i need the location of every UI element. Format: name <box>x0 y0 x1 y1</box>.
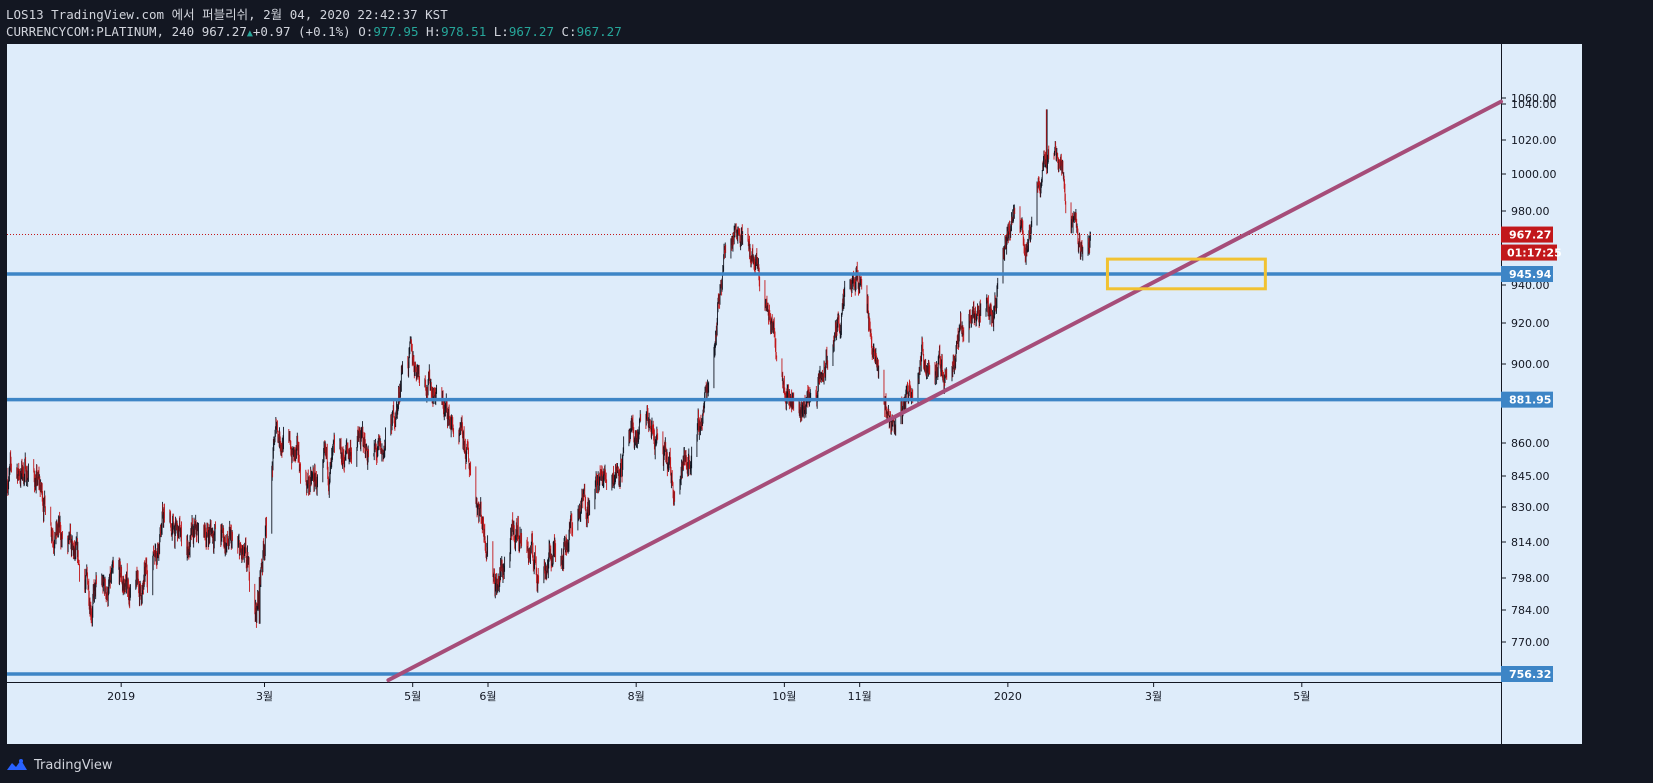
y-tick-label: 814.00 <box>1511 536 1550 549</box>
y-tick-label: 798.00 <box>1511 572 1550 585</box>
tradingview-logo-icon <box>7 759 27 770</box>
target-zone <box>1105 257 1267 291</box>
x-tick-label: 11월 <box>848 690 872 703</box>
y-tick-label: 860.00 <box>1511 437 1550 450</box>
footer: TradingView <box>6 755 113 775</box>
countdown-tag <box>1501 244 1557 261</box>
trendline <box>386 99 1503 683</box>
low-value: 967.27 <box>508 24 554 39</box>
candles <box>7 109 1091 628</box>
x-tick-label: 2019 <box>107 690 135 703</box>
y-tick-label: 1060.00 <box>1511 92 1557 105</box>
ohlc-line: CURRENCYCOM:PLATINUM, 240 967.27▲+0.97 (… <box>6 23 622 40</box>
symbol-label[interactable]: CURRENCYCOM:PLATINUM, 240 <box>6 24 195 39</box>
y-tick-label: 940.00 <box>1511 279 1550 292</box>
x-tick-label: 3월 <box>1145 690 1162 703</box>
y-tick-label: 770.00 <box>1511 636 1550 649</box>
y-tick-label: 845.00 <box>1511 470 1550 483</box>
close-value: 967.27 <box>576 24 622 39</box>
y-tick-label: 1000.00 <box>1511 168 1557 181</box>
open-value: 977.95 <box>373 24 419 39</box>
line-price-label: 945.94 <box>1509 268 1552 281</box>
x-tick-label: 2020 <box>994 690 1022 703</box>
line-price-label: 756.32 <box>1509 668 1551 681</box>
y-tick-label: 784.00 <box>1511 604 1550 617</box>
x-tick-label: 6월 <box>479 690 496 703</box>
y-tick-label: 900.00 <box>1511 358 1550 371</box>
x-tick-label: 5월 <box>404 690 421 703</box>
low-label: L: <box>493 24 509 39</box>
chart-header: LOS13 TradingView.com 에서 퍼블리쉬, 2월 04, 20… <box>6 6 622 40</box>
x-tick-label: 8월 <box>628 690 645 703</box>
y-tick-label: 1020.00 <box>1511 134 1557 147</box>
publish-info: LOS13 TradingView.com 에서 퍼블리쉬, 2월 04, 20… <box>6 7 448 22</box>
y-tick-label: 920.00 <box>1511 317 1550 330</box>
last-price-tag <box>1501 226 1553 243</box>
line-price-tag <box>1501 266 1553 283</box>
y-tick-label: 980.00 <box>1511 205 1550 218</box>
open-label: O: <box>358 24 374 39</box>
line-price-tag <box>1501 666 1553 682</box>
up-arrow-icon: ▲ <box>246 28 253 39</box>
x-tick-label: 3월 <box>256 690 273 703</box>
x-tick-label: 10월 <box>772 690 796 703</box>
line-price-label: 881.95 <box>1509 394 1551 407</box>
last-price-tag-label: 967.27 <box>1509 229 1551 242</box>
high-label: H: <box>426 24 442 39</box>
last-price: 967.27 <box>201 24 247 39</box>
x-tick-label: 5월 <box>1293 690 1310 703</box>
y-tick-label: 830.00 <box>1511 501 1550 514</box>
price-change: +0.97 (+0.1%) <box>252 24 351 39</box>
line-price-tag <box>1501 391 1553 408</box>
y-tick-label: 1040.00 <box>1511 98 1557 111</box>
publish-line: LOS13 TradingView.com 에서 퍼블리쉬, 2월 04, 20… <box>6 6 622 23</box>
brand-name: TradingView <box>34 757 113 773</box>
countdown-label: 01:17:25 <box>1507 247 1562 260</box>
high-value: 978.51 <box>441 24 487 39</box>
chart-pane[interactable]: 1060.00 1040.00 1020.00 1000.00 980.00 940.00… <box>7 44 1582 744</box>
close-label: C: <box>561 24 577 39</box>
